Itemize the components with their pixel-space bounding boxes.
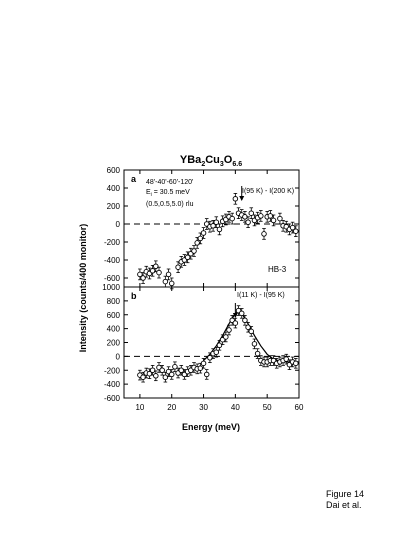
data-point-a — [270, 217, 277, 224]
data-point-b — [140, 374, 146, 380]
data-point-b — [153, 373, 159, 379]
x-axis-label: Energy (meV) — [182, 422, 240, 432]
data-point-a — [216, 226, 223, 233]
y-tick-label-b: -600 — [104, 394, 121, 403]
y-tick-label-a: 400 — [107, 184, 121, 193]
data-point-a — [213, 219, 220, 225]
data-point-a — [156, 269, 162, 276]
data-point-b — [293, 360, 299, 367]
figure-caption: Figure 14 Dai et al. — [326, 489, 364, 511]
data-point-a — [210, 223, 216, 229]
y-tick-label-a: -400 — [104, 256, 121, 265]
data-point-b — [254, 350, 261, 357]
data-point-a — [293, 228, 299, 234]
data-point-a — [184, 254, 191, 261]
data-point-b — [172, 364, 178, 370]
data-point-a — [191, 248, 197, 254]
data-point-b — [251, 341, 258, 347]
data-point-b — [162, 374, 169, 380]
data-point-b — [207, 355, 213, 361]
data-point-a — [200, 230, 207, 236]
panel-b-plot: 1000 800 600 400 200 0 -200 -400 -600 10 20 30 40 50 6… — [102, 283, 304, 412]
data-point-a — [258, 213, 264, 219]
data-point-b — [283, 356, 290, 362]
caption-authors: Dai et al. — [326, 500, 362, 510]
panel-b-frame — [123, 286, 300, 399]
data-point-b — [226, 327, 232, 333]
data-point-b — [203, 371, 210, 378]
y-tick-label-a: 0 — [116, 220, 121, 229]
x-tick-label: 20 — [167, 403, 176, 412]
x-tick-label: 40 — [231, 403, 240, 412]
data-point-b — [216, 342, 223, 349]
data-point-a — [140, 275, 146, 281]
y-tick-label-b: 1000 — [102, 283, 120, 292]
annotation-arrow-label-b: I(11 K) - I(95 K) — [237, 292, 285, 299]
y-tick-label-b: 0 — [116, 352, 121, 361]
data-point-a — [194, 240, 200, 246]
data-point-a — [168, 280, 175, 287]
caption-figure-number: Figure 14 — [326, 489, 365, 499]
y-tick-label-b: 600 — [107, 311, 121, 320]
data-point-b — [238, 310, 245, 317]
data-point-b — [146, 370, 153, 377]
data-point-a — [289, 224, 296, 231]
panel-b-label: b — [131, 291, 137, 301]
data-point-a — [245, 219, 251, 225]
data-point-b — [245, 324, 251, 330]
data-point-a — [153, 263, 159, 270]
annotation-arrow-label-a: I(95 K) - I(200 K) — [242, 188, 294, 195]
y-tick-label-a: -200 — [104, 238, 121, 247]
data-point-a — [229, 215, 235, 222]
annotation-angles: 48'-40'-60'-120' — [146, 179, 193, 186]
data-point-a — [277, 215, 283, 222]
annotation-sample: HB-3 — [268, 265, 287, 274]
data-point-b — [159, 367, 165, 374]
data-point-a — [261, 231, 267, 237]
data-point-b — [248, 328, 255, 335]
x-tick-label: 60 — [295, 403, 304, 412]
panel-a-plot: 600 400 200 0 -200 -400 -600 — [104, 166, 300, 290]
data-point-a — [149, 268, 156, 274]
chart-title: YBa2Cu3O6.6 — [180, 154, 242, 168]
data-point-b — [242, 317, 248, 324]
arrow-head-a — [239, 196, 245, 201]
data-point-a — [248, 210, 255, 216]
data-point-a — [267, 213, 274, 219]
data-point-b — [232, 320, 239, 326]
data-point-a — [162, 278, 169, 285]
data-point-b — [223, 334, 229, 340]
annotation-q-vector: (0.5,0.5,5.0) rlu — [146, 201, 194, 208]
data-point-b — [149, 367, 156, 374]
annotation-incident-energy: Ei = 30.5 meV — [146, 189, 190, 198]
panel-a-label: a — [131, 174, 137, 184]
y-tick-label-a: -600 — [104, 274, 121, 283]
data-point-a — [232, 196, 239, 202]
y-tick-label-b: 400 — [107, 325, 121, 334]
data-point-b — [178, 367, 185, 374]
y-tick-label-b: 200 — [107, 339, 121, 348]
y-tick-label-b: -400 — [104, 380, 121, 389]
data-point-b — [200, 360, 207, 367]
arrow-head-b — [232, 313, 238, 318]
data-point-a — [165, 271, 172, 278]
x-tick-label: 30 — [199, 403, 208, 412]
y-axis-label: Intensity (counts/400 monitor) — [78, 224, 88, 353]
x-tick-label: 50 — [263, 403, 272, 412]
y-tick-label-b: 800 — [107, 297, 121, 306]
y-tick-label-b: -200 — [104, 366, 121, 375]
x-tick-label: 10 — [135, 403, 144, 412]
y-tick-label-a: 600 — [107, 166, 121, 175]
data-point-a — [137, 271, 143, 278]
y-tick-label-a: 200 — [107, 202, 121, 211]
data-point-b — [213, 349, 220, 355]
data-point-b — [168, 371, 175, 378]
